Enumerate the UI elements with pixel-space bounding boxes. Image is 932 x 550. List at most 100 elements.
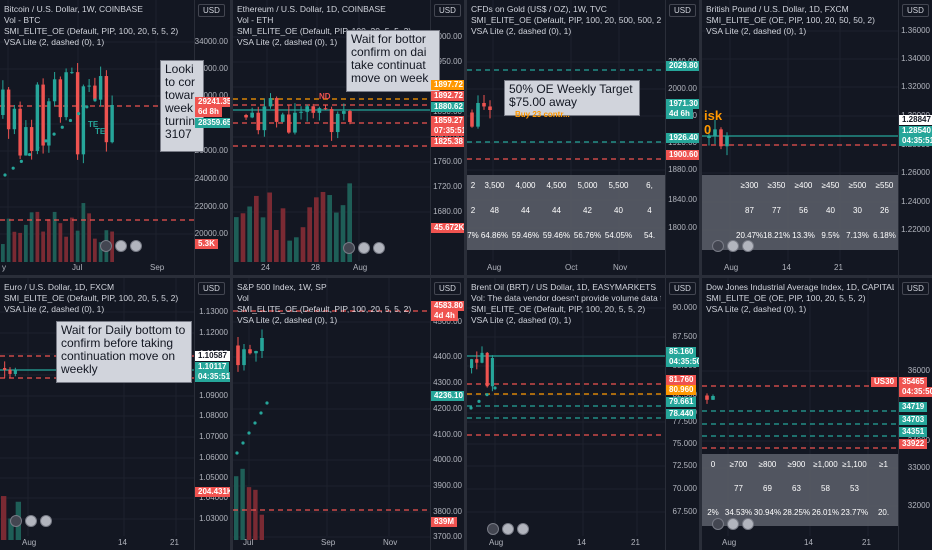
currency-button[interactable]: USD bbox=[902, 4, 929, 17]
chart-canvas[interactable] bbox=[467, 278, 699, 550]
symbol-title[interactable]: Dow Jones Industrial Average Index, 1D, … bbox=[706, 282, 894, 292]
symbol-title[interactable]: CFDs on Gold (US$ / OZ), 1W, TVC bbox=[471, 4, 607, 14]
volume-bar bbox=[110, 231, 114, 262]
price-axis[interactable]: 1.130001.120001.110001.100001.090001.080… bbox=[194, 278, 230, 550]
lightning-icon[interactable] bbox=[10, 515, 22, 527]
candle-body bbox=[18, 108, 22, 156]
price-tag: 1.28540 bbox=[899, 126, 932, 136]
chart-pane-eur[interactable]: Euro / U.S. Dollar, 1D, FXCM SMI_ELITE_OE… bbox=[0, 278, 230, 550]
chart-marker-label: isk bbox=[704, 108, 723, 123]
chart-pane-spx[interactable]: S&P 500 Index, 1W, SP Vol SMI_ELITE_OE (De… bbox=[233, 278, 464, 550]
volume-bar bbox=[41, 231, 45, 262]
chart-legend: Ethereum / U.S. Dollar, 1D, COINBASE Vol … bbox=[237, 4, 411, 48]
flag-icon[interactable] bbox=[25, 515, 37, 527]
currency-button[interactable]: USD bbox=[669, 4, 696, 17]
currency-button[interactable]: USD bbox=[434, 4, 461, 17]
table-cell: 59.46% bbox=[511, 231, 540, 240]
flag-icon[interactable] bbox=[358, 242, 370, 254]
indicator-label: VSA Lite (2, dashed (0), 1) bbox=[4, 37, 105, 47]
price-tick-label: 1.22000 bbox=[901, 225, 930, 234]
stats-table-bg bbox=[467, 175, 665, 250]
candle-body bbox=[287, 114, 291, 133]
symbol-title[interactable]: Bitcoin / U.S. Dollar, 1W, COINBASE bbox=[4, 4, 143, 14]
chart-canvas[interactable] bbox=[702, 278, 932, 550]
candle-body bbox=[485, 352, 489, 387]
lightning-icon[interactable] bbox=[100, 240, 112, 252]
table-cell: 30 bbox=[853, 206, 862, 215]
flag-icon[interactable] bbox=[742, 240, 754, 252]
chart-canvas[interactable] bbox=[233, 0, 464, 275]
symbol-title[interactable]: Euro / U.S. Dollar, 1D, FXCM bbox=[4, 282, 115, 292]
indicator-dot bbox=[469, 406, 473, 410]
symbol-title[interactable]: S&P 500 Index, 1W, SP bbox=[237, 282, 327, 292]
price-axis[interactable]: 4500.00 4400.00 4300.00 4200.00 4100.00 4000.… bbox=[430, 278, 464, 550]
chart-pane-gold[interactable]: CFDs on Gold (US$ / OZ), 1W, TVC SMI_ELIT… bbox=[467, 0, 699, 275]
price-tag: 1.28847 bbox=[899, 115, 932, 125]
price-tag: 1880.62 bbox=[431, 102, 464, 112]
chart-canvas[interactable] bbox=[233, 278, 464, 550]
time-tick-label: Aug bbox=[353, 263, 368, 272]
table-cell: 28.25% bbox=[782, 508, 811, 517]
flag-icon[interactable] bbox=[40, 515, 52, 527]
currency-button[interactable]: USD bbox=[198, 4, 225, 17]
currency-button[interactable]: USD bbox=[902, 282, 929, 295]
volume-bar bbox=[6, 218, 11, 262]
flag-icon[interactable] bbox=[115, 240, 127, 252]
chart-pane-eth[interactable]: Ethereum / U.S. Dollar, 1D, COINBASE Vol … bbox=[233, 0, 464, 275]
flag-icon[interactable] bbox=[373, 242, 385, 254]
price-tick-label: 1840.00 bbox=[668, 195, 697, 204]
lightning-icon[interactable] bbox=[487, 523, 499, 535]
chart-marker-label: TE bbox=[95, 127, 106, 136]
text-annotation[interactable]: 50% OE Weekly Target $75.00 away bbox=[504, 80, 640, 116]
symbol-title[interactable]: British Pound / U.S. Dollar, 1D, FXCM bbox=[706, 4, 849, 14]
chart-canvas[interactable] bbox=[467, 0, 699, 275]
price-tag: 34719 bbox=[899, 402, 928, 412]
currency-button[interactable]: USD bbox=[669, 282, 696, 295]
indicator-dot bbox=[3, 173, 7, 177]
symbol-title[interactable]: Brent Oil (BRT) / US Dollar, 1D, EASYMAR… bbox=[471, 282, 656, 292]
price-tick-label: 1880.00 bbox=[668, 165, 697, 174]
text-annotation[interactable]: Wait for bottor confirm on dai take cont… bbox=[346, 30, 440, 92]
currency-button[interactable]: USD bbox=[434, 282, 461, 295]
table-cell bbox=[702, 484, 724, 493]
candle-body bbox=[488, 106, 492, 110]
chart-pane-gbp[interactable]: British Pound / U.S. Dollar, 1D, FXCM SMI… bbox=[702, 0, 932, 275]
flag-icon[interactable] bbox=[130, 240, 142, 252]
indicator-label: VSA Lite (2, dashed (0), 1) bbox=[4, 304, 105, 314]
table-cell: 7.13% bbox=[846, 231, 869, 240]
text-annotation[interactable]: Wait for Daily bottom to confirm before … bbox=[56, 321, 192, 383]
table-row: ≥300 ≥350 ≥400 ≥450 ≥500 ≥550 bbox=[702, 181, 898, 190]
volume-bar bbox=[254, 195, 259, 262]
price-axis[interactable]: 36000340003300032000 bbox=[898, 278, 932, 550]
flag-icon[interactable] bbox=[742, 518, 754, 530]
symbol-title[interactable]: Ethereum / U.S. Dollar, 1D, COINBASE bbox=[237, 4, 386, 14]
pane-divider[interactable] bbox=[0, 275, 932, 278]
flag-icon[interactable] bbox=[517, 523, 529, 535]
time-tick-label: Jul bbox=[243, 538, 254, 547]
chart-pane-dji[interactable]: Dow Jones Industrial Average Index, 1D, … bbox=[702, 278, 932, 550]
chart-canvas[interactable] bbox=[702, 0, 932, 275]
indicator-dot bbox=[77, 112, 81, 116]
indicator-dot bbox=[85, 105, 89, 109]
table-cell: 23.77% bbox=[840, 508, 869, 517]
price-tag: 1971.30 bbox=[666, 99, 699, 109]
lightning-icon[interactable] bbox=[712, 518, 724, 530]
chart-pane-btc[interactable]: Bitcoin / U.S. Dollar, 1W, COINBASE Vol -… bbox=[0, 0, 230, 275]
candle-body bbox=[470, 359, 474, 368]
indicator-dot bbox=[247, 431, 251, 435]
chart-canvas[interactable] bbox=[0, 0, 230, 275]
time-tick-label: 24 bbox=[261, 263, 270, 272]
flag-icon[interactable] bbox=[727, 240, 739, 252]
price-tag: 35465 bbox=[899, 377, 928, 387]
chart-pane-brent[interactable]: Brent Oil (BRT) / US Dollar, 1D, EASYMAR… bbox=[467, 278, 699, 550]
currency-button[interactable]: USD bbox=[198, 282, 225, 295]
time-tick-label: Aug bbox=[22, 538, 37, 547]
candle-body bbox=[110, 105, 114, 143]
flag-icon[interactable] bbox=[727, 518, 739, 530]
lightning-icon[interactable] bbox=[343, 242, 355, 254]
table-cell: 5,000 bbox=[577, 181, 598, 190]
volume-bar bbox=[98, 242, 103, 262]
flag-icon[interactable] bbox=[502, 523, 514, 535]
lightning-icon[interactable] bbox=[712, 240, 724, 252]
candle-body bbox=[317, 108, 322, 113]
